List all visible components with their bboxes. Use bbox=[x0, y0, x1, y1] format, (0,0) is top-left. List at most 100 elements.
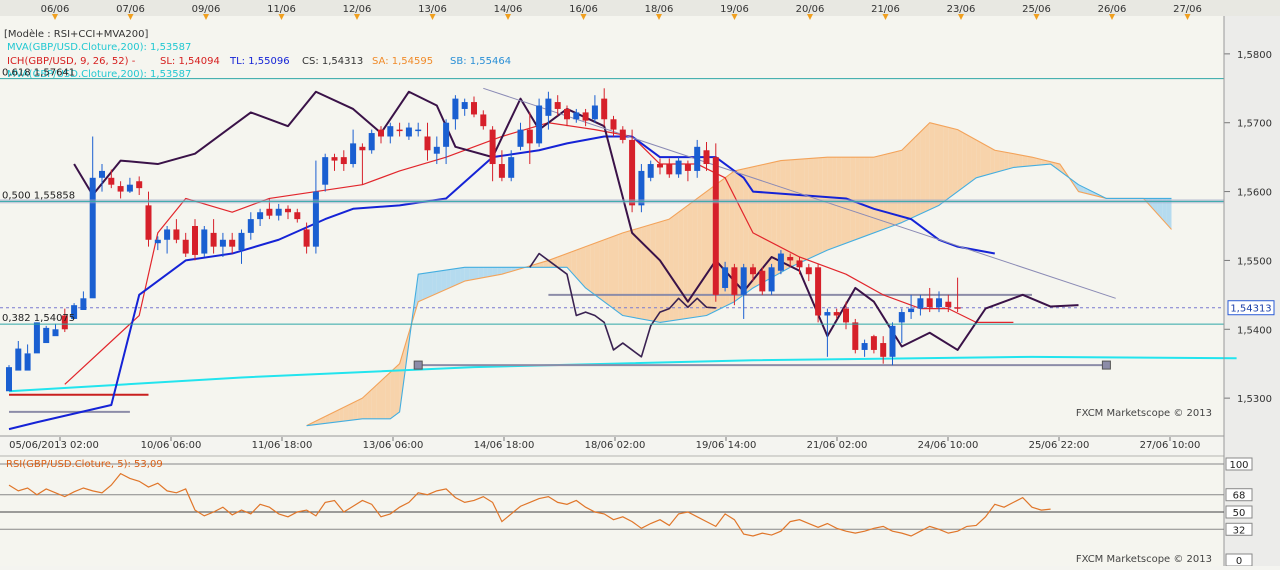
cloud-segment bbox=[641, 226, 647, 320]
candle-up bbox=[99, 170, 105, 178]
cloud-segment bbox=[534, 263, 540, 268]
candle-down bbox=[582, 112, 589, 121]
cloud-segment bbox=[367, 389, 372, 419]
candle-down bbox=[796, 260, 803, 268]
candle-down bbox=[833, 312, 840, 316]
time-axis-label: 10/06 06:00 bbox=[141, 440, 202, 451]
cloud-segment bbox=[362, 393, 368, 419]
candle-down bbox=[61, 315, 68, 330]
cloud-segment bbox=[822, 157, 828, 253]
cloud-segment bbox=[990, 147, 995, 174]
candle-up bbox=[917, 298, 924, 309]
cloud-segment bbox=[692, 198, 698, 318]
cloud-segment bbox=[576, 248, 581, 283]
candle-up bbox=[312, 191, 319, 247]
rsi-tick-label: 32 bbox=[1233, 525, 1246, 536]
time-axis-label: 27/06 10:00 bbox=[1140, 440, 1201, 451]
kijun-line bbox=[8, 135, 995, 431]
cloud-segment bbox=[790, 159, 795, 268]
cloud-segment bbox=[348, 402, 354, 421]
cloud-segment bbox=[339, 407, 344, 422]
cloud-segment bbox=[976, 139, 981, 178]
rsi-tick-label: 0 bbox=[1236, 556, 1242, 566]
cloud-segment bbox=[962, 132, 967, 189]
cloud-segment bbox=[385, 372, 391, 419]
candle-up bbox=[6, 367, 12, 392]
candle-down bbox=[145, 205, 152, 240]
cloud-segment bbox=[925, 122, 930, 212]
watermark-rsi: FXCM Marketscope © 2013 bbox=[1076, 554, 1212, 565]
candle-up bbox=[80, 298, 87, 310]
candle-down bbox=[954, 307, 961, 309]
cloud-segment bbox=[562, 253, 567, 268]
cloud-segment bbox=[1004, 151, 1009, 171]
rsi-tick-label: 50 bbox=[1233, 508, 1246, 519]
cloud-segment bbox=[873, 156, 879, 233]
cloud-segment bbox=[632, 228, 637, 319]
candle-down bbox=[750, 267, 756, 275]
candle-down bbox=[610, 119, 617, 130]
top-date-label: 06/06 bbox=[41, 4, 70, 15]
cloud-segment bbox=[701, 191, 707, 317]
cloud-segment bbox=[683, 205, 688, 319]
rsi-line bbox=[8, 472, 1051, 537]
triangle-marker-icon bbox=[731, 14, 738, 20]
triangle-marker-icon bbox=[580, 14, 587, 20]
cloud-segment bbox=[934, 123, 939, 208]
candle-up bbox=[89, 177, 96, 299]
candle-up bbox=[694, 146, 701, 171]
top-date-label: 12/06 bbox=[343, 4, 372, 15]
candle-down bbox=[108, 177, 115, 185]
cloud-segment bbox=[460, 267, 465, 284]
cloud-segment bbox=[771, 161, 777, 278]
candle-down bbox=[498, 164, 505, 178]
candle-up bbox=[52, 329, 59, 337]
fib-label: 0,618 1,57641 bbox=[2, 68, 75, 79]
candle-down bbox=[396, 129, 403, 132]
candle-down bbox=[787, 256, 794, 261]
triangle-marker-icon bbox=[127, 14, 134, 20]
cloud-segment bbox=[911, 136, 916, 219]
cloud-segment bbox=[487, 267, 493, 277]
legend-mva-duplicate: MVA(GBP/USD.Cloture,200): 1,53587 bbox=[7, 69, 191, 80]
fib-label: 0,382 1,54075 bbox=[2, 313, 75, 324]
cloud-segment bbox=[887, 152, 893, 228]
cloud-segment bbox=[441, 270, 447, 292]
top-date-label: 27/06 bbox=[1173, 4, 1202, 15]
candle-up bbox=[545, 98, 552, 116]
cloud-segment bbox=[687, 201, 693, 319]
candle-up bbox=[508, 157, 515, 178]
support-handle-left bbox=[413, 360, 423, 370]
top-date-label: 16/06 bbox=[569, 4, 598, 15]
legend-tl: TL: 1,55096 bbox=[229, 56, 290, 67]
time-axis-label: 05/06/2013 02:00 bbox=[9, 440, 99, 451]
cloud-segment bbox=[646, 224, 651, 321]
candle-up bbox=[43, 327, 50, 344]
candle-down bbox=[136, 181, 143, 189]
candle-down bbox=[526, 129, 533, 144]
price-tick-label: 1,5600 bbox=[1237, 188, 1272, 199]
cloud-segment bbox=[799, 158, 805, 264]
cloud-segment bbox=[720, 177, 726, 309]
legend-mva: MVA(GBP/USD.Cloture,200): 1,53587 bbox=[7, 42, 191, 53]
cloud-segment bbox=[627, 230, 633, 318]
cloud-segment bbox=[906, 141, 912, 221]
triangle-marker-icon bbox=[882, 14, 889, 20]
cloud-segment bbox=[1013, 153, 1019, 168]
fib-label: 0,500 1,55858 bbox=[2, 190, 75, 201]
time-axis-label: 24/06 10:00 bbox=[918, 440, 979, 451]
candle-up bbox=[15, 348, 22, 371]
cloud-segment bbox=[855, 157, 860, 240]
cloud-segment bbox=[357, 398, 363, 420]
top-date-label: 23/06 bbox=[947, 4, 976, 15]
top-date-labels: 06/06 07/06 09/06 11/06 12/06 13/06 14/06 16/06… bbox=[41, 4, 1202, 20]
rsi-panel-background bbox=[0, 456, 1224, 566]
time-axis-label: 11/06 18:00 bbox=[252, 440, 313, 451]
cloud-segment bbox=[418, 273, 423, 302]
cloud-segment bbox=[943, 126, 949, 202]
cloud-segment bbox=[427, 272, 433, 298]
top-date-label: 26/06 bbox=[1098, 4, 1127, 15]
cloud-segment bbox=[869, 157, 874, 235]
cloud-segment bbox=[1032, 157, 1037, 166]
